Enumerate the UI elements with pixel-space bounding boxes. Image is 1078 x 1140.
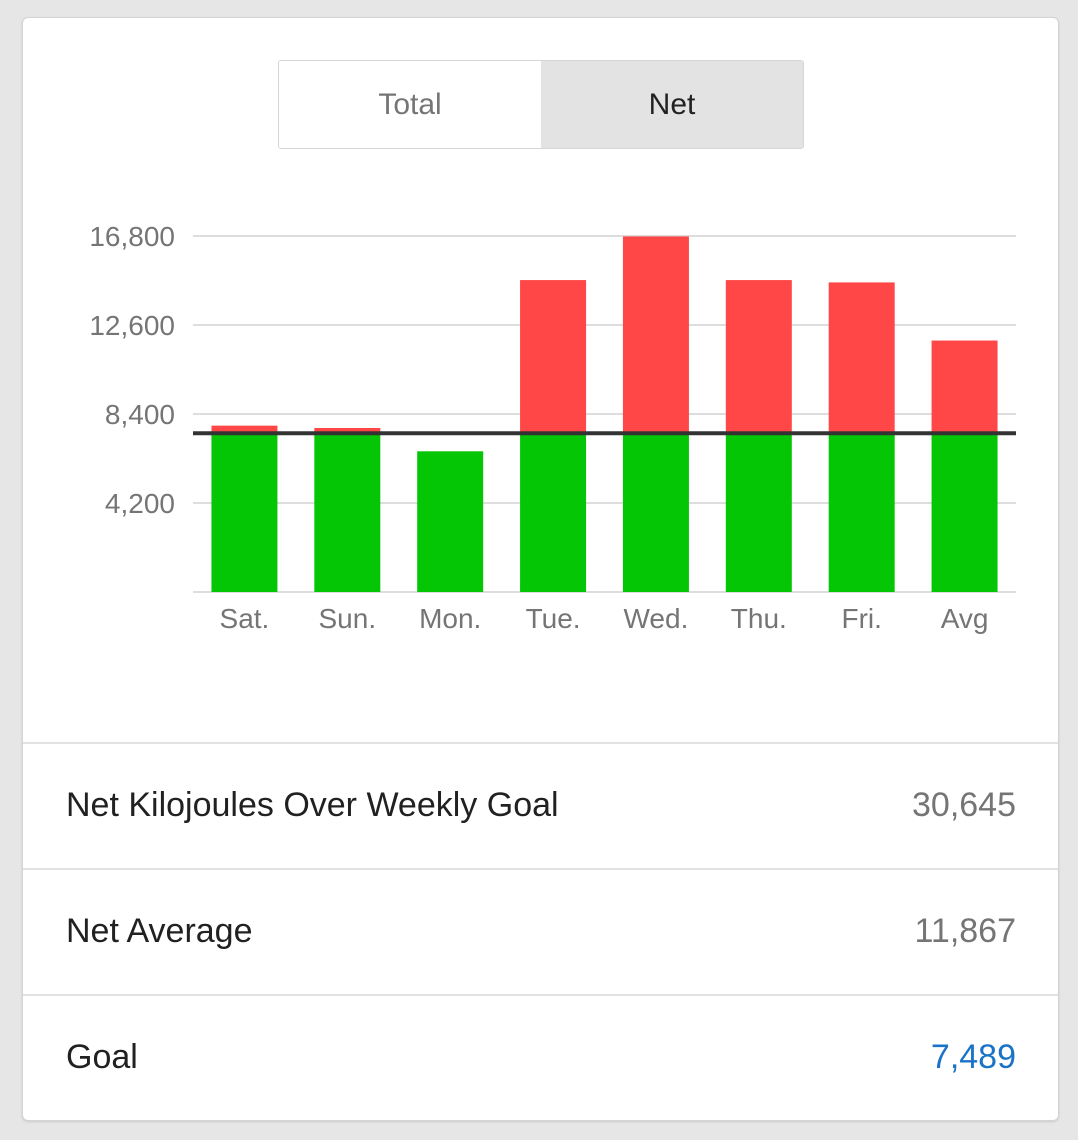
bar-over-goal <box>520 280 587 434</box>
stat-row-goal[interactable]: Goal 7,489 <box>23 994 1058 1119</box>
bar-under-goal <box>520 433 587 592</box>
bar-over-goal <box>931 340 998 434</box>
net-toggle-button[interactable]: Net <box>541 61 803 148</box>
total-toggle-button[interactable]: Total <box>279 61 541 148</box>
stat-label: Goal <box>66 1038 138 1076</box>
x-tick-label: Mon. <box>419 603 481 634</box>
y-tick-label: 16,800 <box>89 221 175 252</box>
stat-row-over-goal[interactable]: Net Kilojoules Over Weekly Goal 30,645 <box>23 742 1058 867</box>
chart-svg: 16,800 12,600 8,400 4,200 Sat. Sun. Mon. Tue. We… <box>89 221 1016 634</box>
x-tick-label: Tue. <box>526 603 581 634</box>
bar-over-goal <box>622 236 689 434</box>
net-chart-card: Total Net 16,800 12,600 8,400 4,200 Sat. Sun.… <box>22 17 1059 1121</box>
bar-over-goal <box>211 425 278 434</box>
bar-over-goal <box>314 427 381 434</box>
x-tick-label: Wed. <box>624 603 689 634</box>
bar-under-goal <box>931 433 998 592</box>
x-tick-label: Sun. <box>319 603 377 634</box>
stat-value-goal: 7,489 <box>930 1038 1016 1076</box>
x-tick-label: Fri. <box>841 603 881 634</box>
stat-label: Net Average <box>66 912 253 950</box>
bar-over-goal <box>725 280 792 434</box>
stat-value: 30,645 <box>912 786 1016 824</box>
x-tick-label: Avg <box>941 603 989 634</box>
weekly-bar-chart: 16,800 12,600 8,400 4,200 Sat. Sun. Mon. Tue. We… <box>23 168 1058 668</box>
bar-under-goal <box>211 433 278 592</box>
bar-under-goal <box>725 433 792 592</box>
x-tick-label: Sat. <box>220 603 270 634</box>
bar-over-goal <box>828 282 895 434</box>
bar-under-goal <box>828 433 895 592</box>
y-tick-label: 12,600 <box>89 310 175 341</box>
bar-under-goal <box>417 451 484 592</box>
stat-label: Net Kilojoules Over Weekly Goal <box>66 786 559 824</box>
stat-row-net-average[interactable]: Net Average 11,867 <box>23 868 1058 993</box>
total-net-toggle: Total Net <box>278 60 804 149</box>
bar-under-goal <box>622 433 689 592</box>
y-tick-label: 8,400 <box>105 399 175 430</box>
x-tick-label: Thu. <box>731 603 787 634</box>
stat-value: 11,867 <box>914 912 1016 950</box>
bar-under-goal <box>314 433 381 592</box>
y-tick-label: 4,200 <box>105 488 175 519</box>
